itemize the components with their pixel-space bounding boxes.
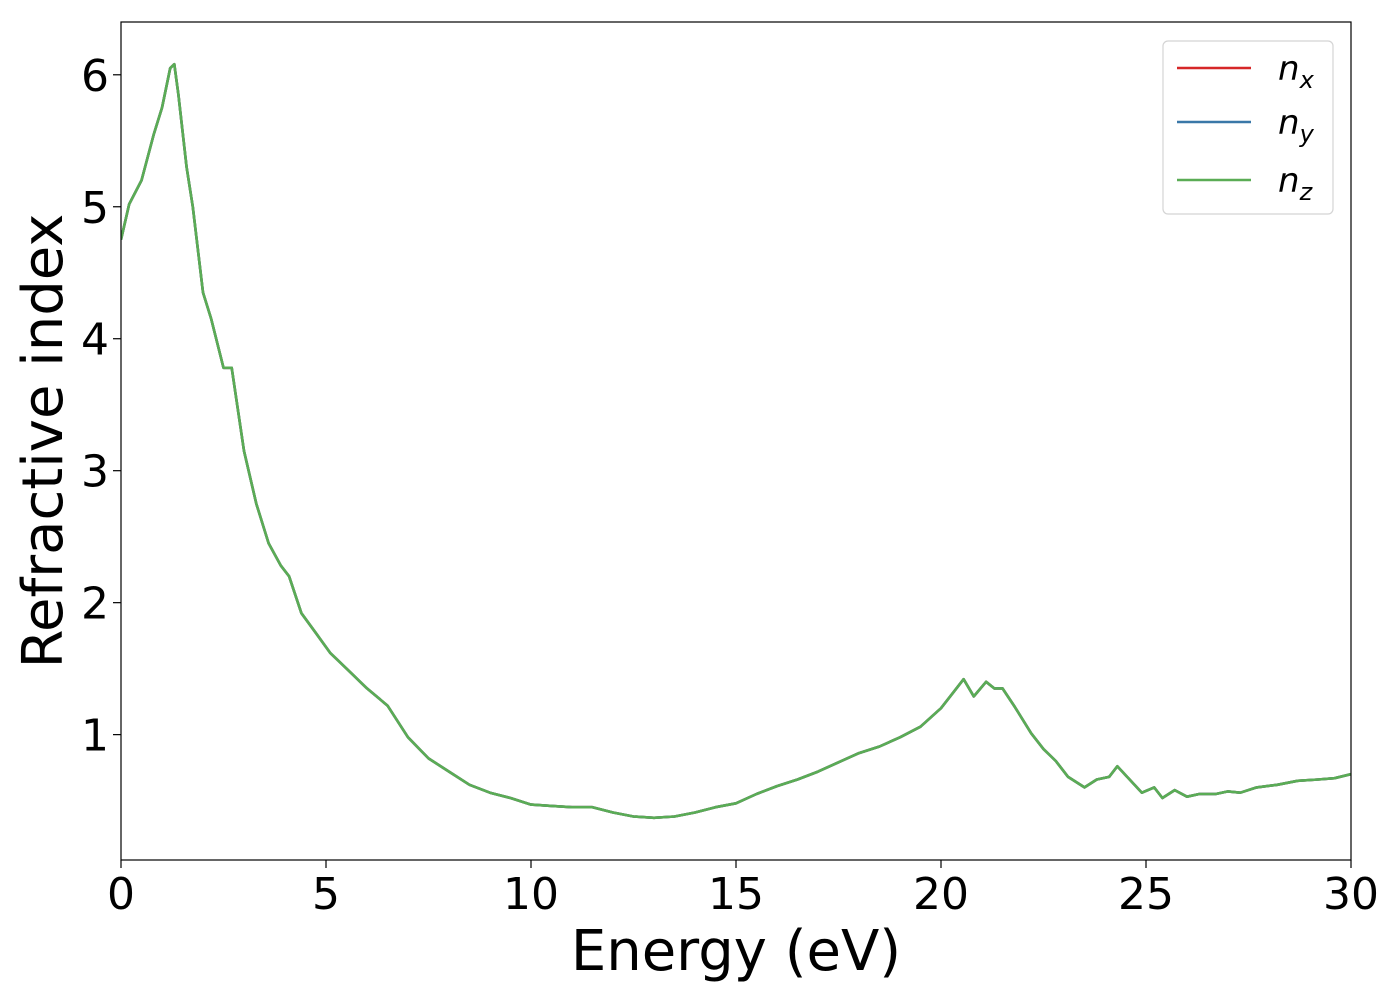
legend-label-subscript: z <box>1299 178 1314 206</box>
legend-label-subscript: x <box>1299 66 1315 94</box>
y-tick-label: 2 <box>81 579 109 630</box>
y-tick-label: 4 <box>81 315 109 366</box>
y-tick-label: 6 <box>81 51 109 102</box>
x-tick-label: 30 <box>1323 869 1379 920</box>
series-lines <box>121 62 1351 820</box>
legend-label-z: nz <box>1278 161 1314 206</box>
x-tick-label: 20 <box>913 869 969 920</box>
y-axis-label: Refractive index <box>11 214 76 669</box>
x-tick-label: 15 <box>708 869 764 920</box>
x-tick-label: 25 <box>1118 869 1174 920</box>
y-axis: 1 2 3 4 5 6 <box>81 51 121 762</box>
y-tick-label: 1 <box>81 711 109 762</box>
legend-label-subscript: y <box>1299 120 1315 148</box>
legend-label-base: n <box>1278 103 1300 143</box>
legend-label-base: n <box>1278 161 1300 201</box>
legend-box <box>1162 40 1334 215</box>
x-axis: 0 5 10 15 20 25 30 <box>107 860 1379 920</box>
x-tick-label: 10 <box>503 869 559 920</box>
legend-label-base: n <box>1278 49 1300 89</box>
y-tick-label: 3 <box>81 447 109 498</box>
x-axis-label: Energy (eV) <box>571 919 901 984</box>
x-tick-label: 0 <box>107 869 135 920</box>
series-line-z <box>121 62 1351 820</box>
legend-label-y: ny <box>1278 103 1315 148</box>
y-tick-label: 5 <box>81 183 109 234</box>
legend-label-x: nx <box>1278 49 1315 94</box>
x-tick-label: 5 <box>312 869 340 920</box>
